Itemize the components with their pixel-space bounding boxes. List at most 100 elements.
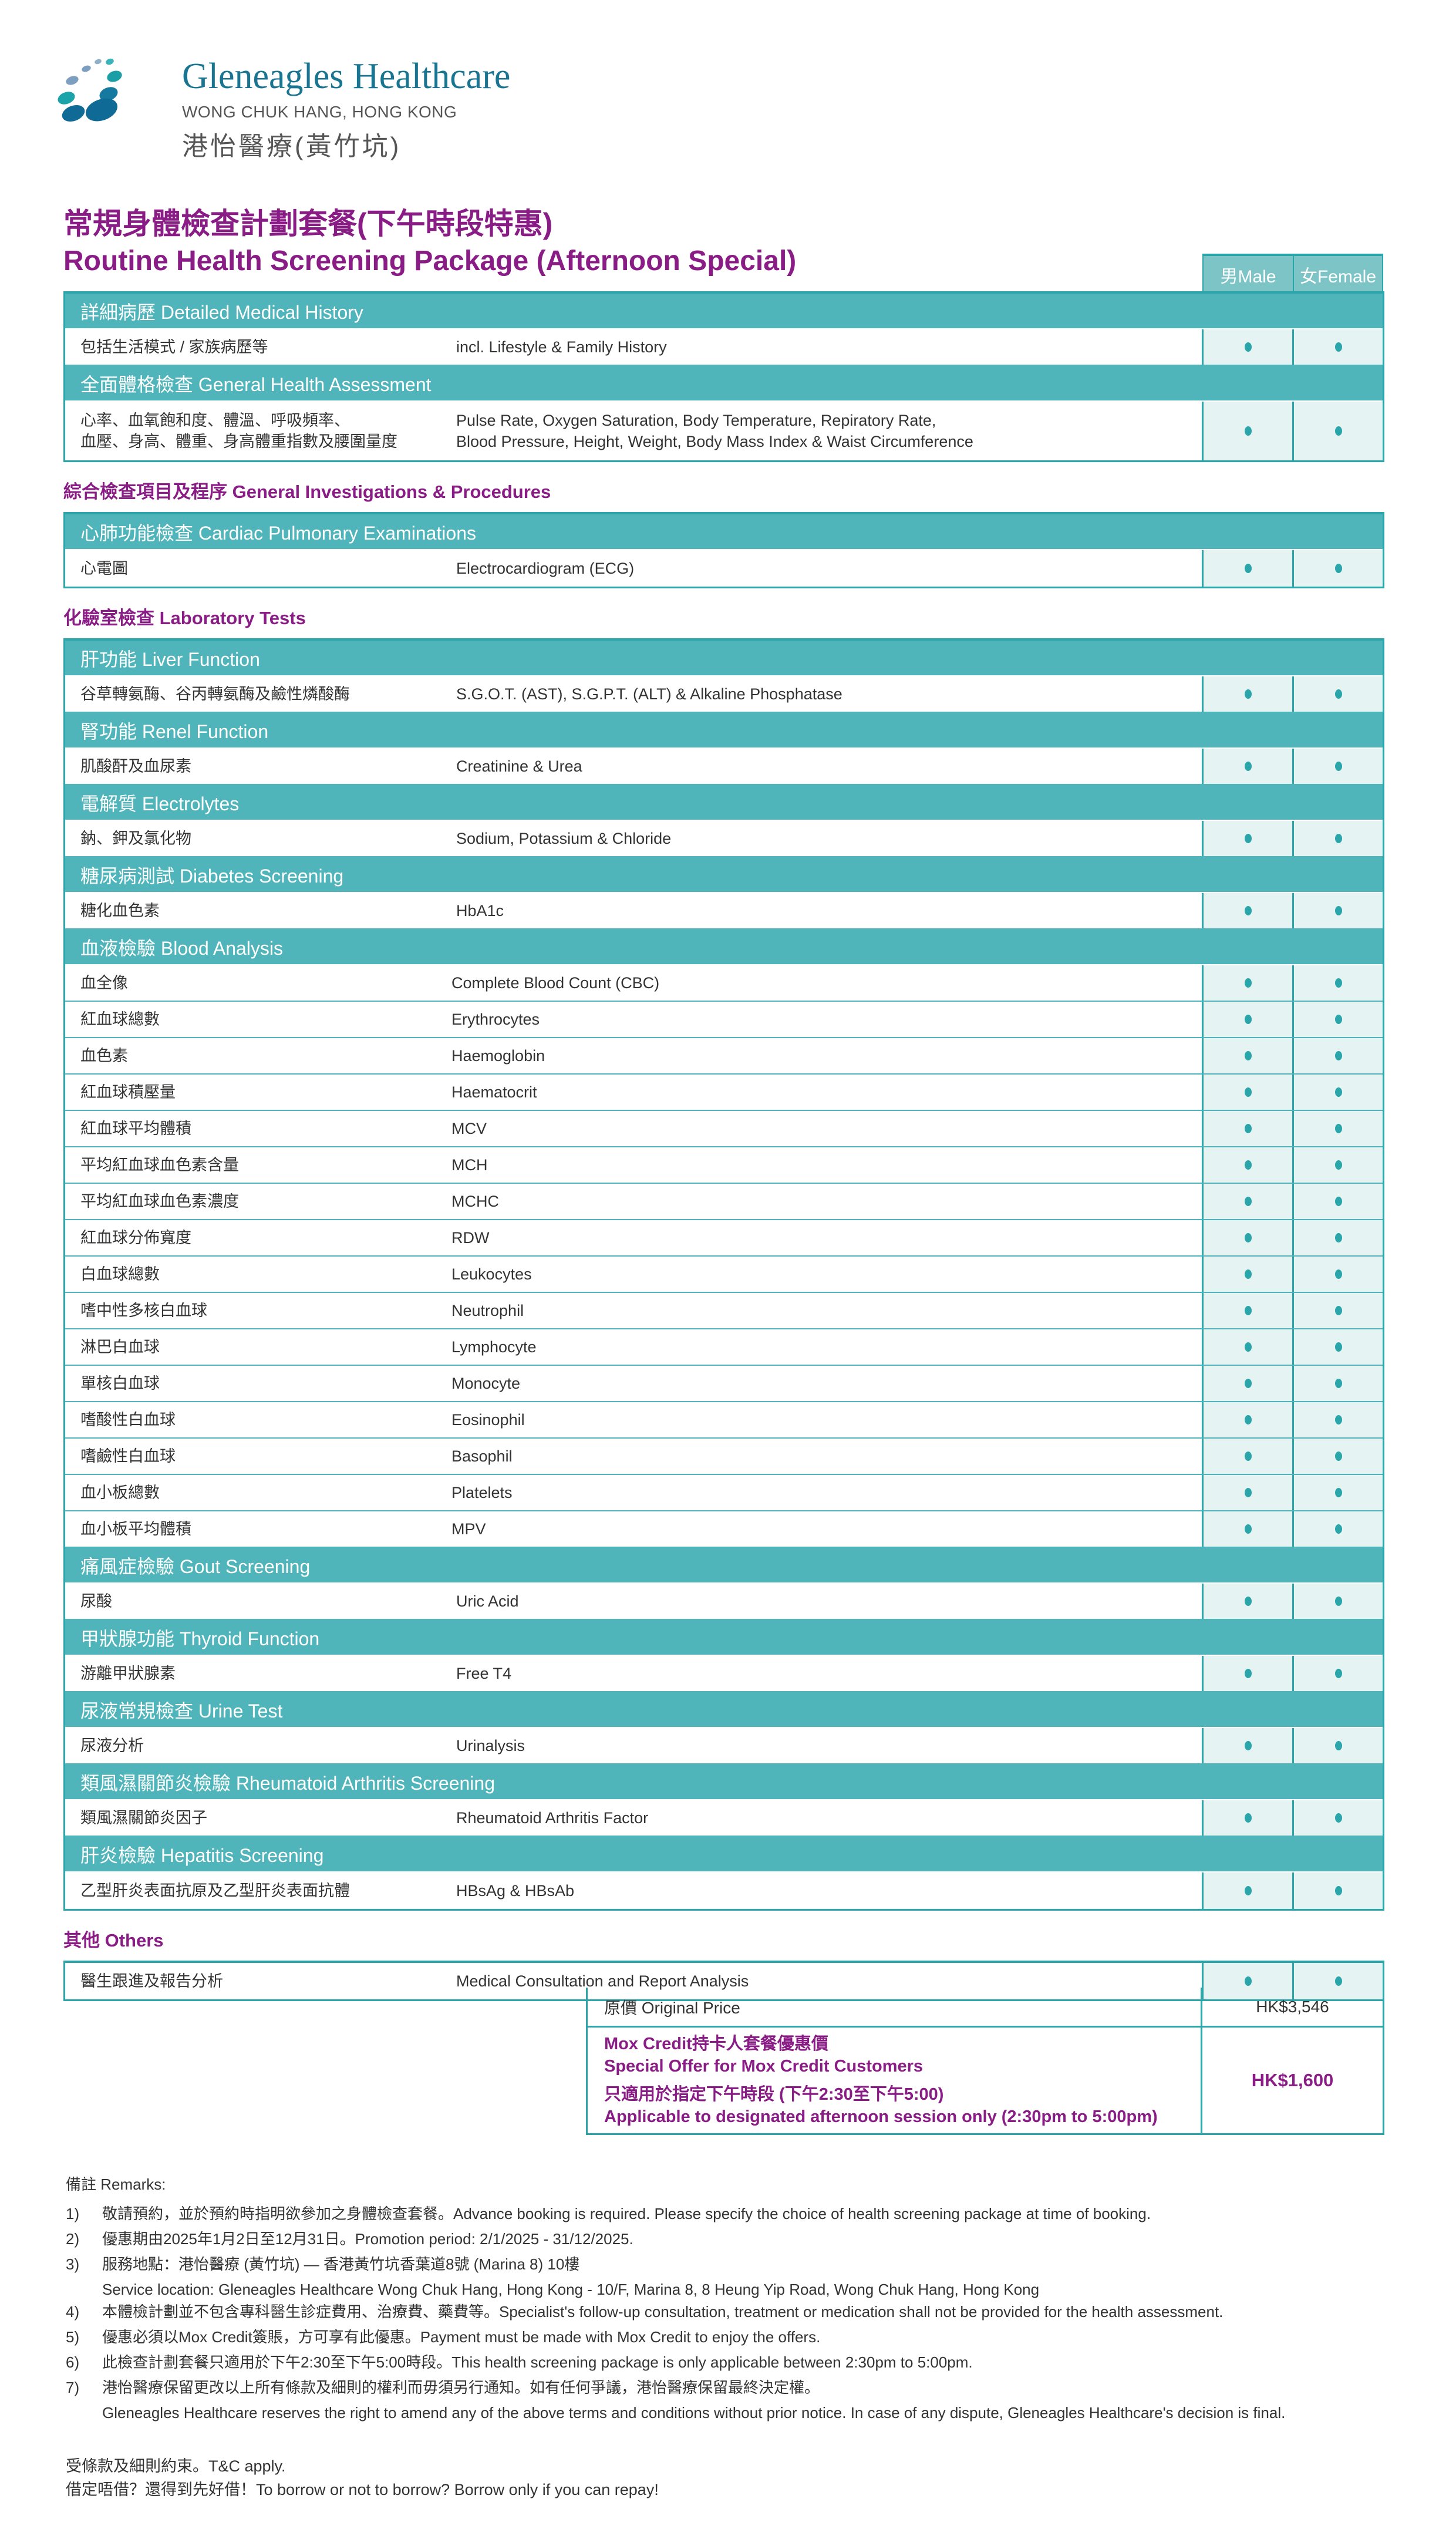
- remark-item: 4) 本體檢計劃並不包含專科醫生診症費用、治療費、藥費等。Specialist's…: [66, 2299, 1393, 2325]
- offer-label-en: Special Offer for Mox Credit Customers: [604, 2057, 924, 2076]
- borrowing-warning: 借定唔借？還得到先好借！To borrow or not to borrow? …: [66, 2481, 659, 2498]
- table-row: 尿酸 Uric Acid: [65, 1584, 1383, 1620]
- item-name-zh: 平均紅血球血色素含量: [80, 1156, 239, 1174]
- male-included-cell: [1202, 1329, 1292, 1365]
- male-included-cell: [1202, 749, 1292, 784]
- table-row: 心電圖 Electrocardiogram (ECG): [65, 550, 1383, 587]
- session-note-zh: 只適用於指定下午時段 (下午2:30至下午5:00): [604, 2085, 944, 2104]
- included-dot-icon: [1244, 689, 1252, 699]
- included-dot-icon: [1244, 1488, 1252, 1497]
- page-title: 常規身體檢查計劃套餐(下午時段特惠) Routine Health Screen…: [63, 204, 796, 279]
- included-dot-icon: [1334, 1415, 1342, 1424]
- included-dot-icon: [1334, 1813, 1342, 1823]
- table-row: 包括生活模式 / 家族病歷等 incl. Lifestyle & Family H…: [65, 329, 1383, 366]
- original-price-label: 原價 Original Price: [604, 1998, 740, 2017]
- section-table: 心肺功能檢查 Cardiac Pulmonary Examinations 心電圖…: [63, 512, 1384, 588]
- remark-text: 本體檢計劃並不包含專科醫生診症費用、治療費、藥費等。Specialist's f…: [102, 2303, 1224, 2321]
- item-name-zh: 血全像: [80, 974, 128, 992]
- included-dot-icon: [1334, 342, 1342, 352]
- item-name-en: Neutrophil: [451, 1302, 524, 1319]
- remark-subtext: Gleneagles Healthcare reserves the right…: [102, 2404, 1286, 2422]
- section-heading: 綜合檢查項目及程序 General Investigations & Proce…: [63, 481, 551, 502]
- item-name-en: MPV: [451, 1520, 486, 1538]
- remark-text: 此檢查計劃套餐只適用於下午2:30至下午5:00時段。This health s…: [102, 2353, 973, 2371]
- included-dot-icon: [1244, 1197, 1252, 1206]
- female-included-cell: [1292, 550, 1383, 587]
- item-name-en: MCV: [451, 1120, 487, 1137]
- included-dot-icon: [1244, 1415, 1252, 1424]
- included-dot-icon: [1334, 834, 1342, 843]
- included-dot-icon: [1244, 1669, 1252, 1678]
- male-included-cell: [1202, 1656, 1292, 1691]
- group-header: 肝功能 Liver Function: [65, 641, 1383, 676]
- item-name-en: Haematocrit: [451, 1083, 537, 1101]
- remark-item: 3) 服務地點：港怡醫療 (黃竹坑) — 香港黃竹坑香葉道8號 (Marina 8…: [66, 2252, 1393, 2299]
- table-row: 血小板平均體積 MPV: [65, 1511, 1383, 1548]
- remark-number: 5): [66, 2328, 80, 2346]
- remark-number: 2): [66, 2230, 80, 2248]
- table-row: 紅血球總數 Erythrocytes: [65, 1002, 1383, 1038]
- included-dot-icon: [1334, 1597, 1342, 1606]
- remark-item: 2) 優惠期由2025年1月2日至12月31日。Promotion period:…: [66, 2227, 1393, 2252]
- item-name-en: Uric Acid: [456, 1592, 519, 1610]
- female-included-cell: [1292, 1075, 1383, 1110]
- female-included-cell: [1292, 1439, 1383, 1474]
- included-dot-icon: [1334, 1524, 1342, 1534]
- offer-price-row: Mox Credit持卡人套餐優惠價 Special Offer for Mox…: [588, 2028, 1383, 2133]
- included-dot-icon: [1334, 1197, 1342, 1206]
- remark-number: 3): [66, 2255, 80, 2273]
- included-dot-icon: [1244, 564, 1252, 573]
- item-name-en: MCH: [451, 1156, 488, 1174]
- included-dot-icon: [1244, 1233, 1252, 1242]
- brand-name-zh: 港怡醫療(黃竹坑): [182, 132, 402, 161]
- included-dot-icon: [1244, 1087, 1252, 1097]
- female-included-cell: [1292, 1511, 1383, 1547]
- female-included-cell: [1292, 1728, 1383, 1763]
- item-name-zh: 嗜酸性白血球: [80, 1411, 176, 1429]
- item-name-zh: 谷草轉氨酶、谷丙轉氨酶及鹼性燐酸酶: [80, 685, 350, 703]
- female-included-cell: [1292, 1220, 1383, 1255]
- remark-text: 優惠期由2025年1月2日至12月31日。Promotion period: 2…: [102, 2230, 633, 2248]
- item-name-en: Pulse Rate, Oxygen Saturation, Body Temp…: [456, 412, 973, 450]
- included-dot-icon: [1334, 1452, 1342, 1461]
- male-included-cell: [1202, 1111, 1292, 1146]
- group-header: 尿液常規檢查 Urine Test: [65, 1692, 1383, 1728]
- item-name-zh: 肌酸酐及血尿素: [80, 757, 191, 775]
- remark-body: 港怡醫療保留更改以上所有條款及細則的權利而毋須另行通知。如有任何爭議，港怡醫療保…: [102, 2375, 1285, 2423]
- included-dot-icon: [1334, 906, 1342, 915]
- group-header: 電解質 Electrolytes: [65, 785, 1383, 821]
- female-included-cell: [1292, 1873, 1383, 1909]
- female-included-cell: [1292, 1038, 1383, 1073]
- female-included-cell: [1292, 1329, 1383, 1365]
- included-dot-icon: [1334, 1488, 1342, 1497]
- section-table: 肝功能 Liver Function 谷草轉氨酶、谷丙轉氨酶及鹼性燐酸酶 S.G.O…: [63, 638, 1384, 1911]
- item-name-zh: 類風濕關節炎因子: [80, 1809, 207, 1827]
- male-included-cell: [1202, 1873, 1292, 1909]
- included-dot-icon: [1244, 906, 1252, 915]
- female-included-cell: [1292, 676, 1383, 712]
- included-dot-icon: [1334, 1124, 1342, 1133]
- item-name-zh: 鈉、鉀及氯化物: [80, 830, 191, 847]
- female-included-cell: [1292, 1111, 1383, 1146]
- male-included-cell: [1202, 965, 1292, 1001]
- male-included-cell: [1202, 821, 1292, 856]
- item-name-en: Sodium, Potassium & Chloride: [456, 830, 672, 847]
- remark-subtext: Service location: Gleneagles Healthcare …: [102, 2281, 1040, 2298]
- included-dot-icon: [1244, 1124, 1252, 1133]
- male-included-cell: [1202, 329, 1292, 365]
- male-included-cell: [1202, 1002, 1292, 1037]
- item-name-en: HbA1c: [456, 902, 504, 920]
- remark-body: 優惠期由2025年1月2日至12月31日。Promotion period: 2…: [102, 2227, 633, 2252]
- male-included-cell: [1202, 1800, 1292, 1836]
- group-header: 類風濕關節炎檢驗 Rheumatoid Arthritis Screening: [65, 1764, 1383, 1800]
- title-zh: 常規身體檢查計劃套餐(下午時段特惠): [63, 207, 553, 240]
- included-dot-icon: [1334, 1886, 1342, 1895]
- included-dot-icon: [1244, 1269, 1252, 1279]
- original-price-row: 原價 Original Price HK$3,546: [588, 1988, 1383, 2028]
- item-name-zh: 包括生活模式 / 家族病歷等: [80, 338, 268, 356]
- item-name-en: Urinalysis: [456, 1737, 525, 1754]
- male-included-cell: [1202, 1293, 1292, 1328]
- included-dot-icon: [1334, 978, 1342, 988]
- included-dot-icon: [1334, 1233, 1342, 1242]
- table-row: 醫生跟進及報告分析 Medical Consultation and Report…: [65, 1963, 1383, 1999]
